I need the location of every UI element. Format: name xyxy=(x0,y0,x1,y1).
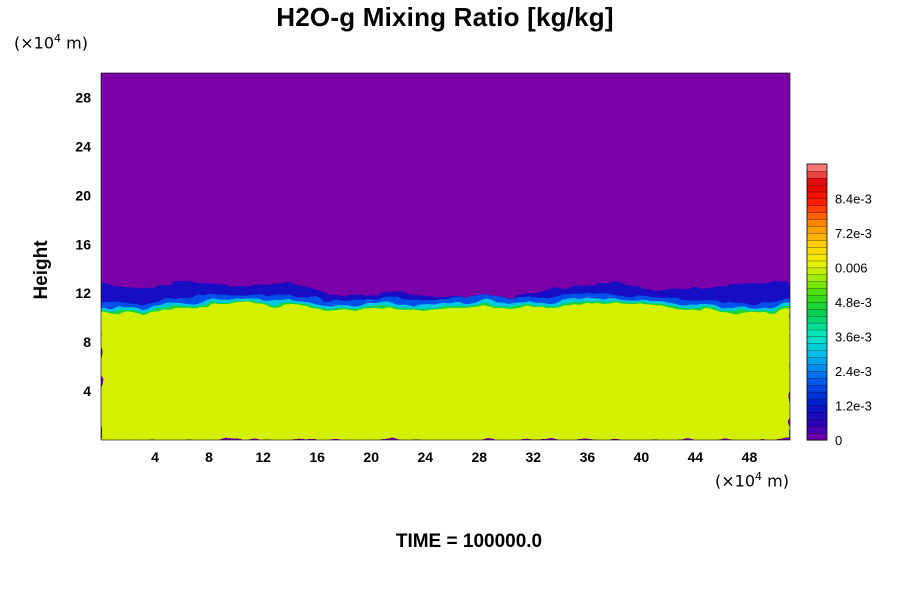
colorbar-band xyxy=(806,170,828,179)
colorbar-band xyxy=(806,260,828,269)
colorbar-band xyxy=(806,377,828,386)
x-tick-label: 44 xyxy=(688,449,704,465)
colorbar-band xyxy=(806,246,828,255)
colorbar-band xyxy=(806,370,828,379)
colorbar-band xyxy=(806,322,828,331)
x-axis-ticks: 4 8 12 16 20 24 28 32 36 40 44 48 xyxy=(151,449,757,465)
x-tick-label: 8 xyxy=(205,449,213,465)
colorbar-band xyxy=(806,294,828,303)
colorbar-tick-label: 0.006 xyxy=(835,261,868,276)
y-tick-label: 28 xyxy=(75,89,91,105)
colorbar-tick-label: 1.2e-3 xyxy=(835,399,872,414)
colorbar-band xyxy=(806,184,828,193)
x-tick-label: 32 xyxy=(526,449,542,465)
colorbar-band xyxy=(806,357,828,365)
colorbar-band xyxy=(806,219,828,227)
colorbar-band xyxy=(806,239,828,248)
colorbar-band xyxy=(806,384,828,393)
colorbar-band xyxy=(806,163,828,172)
colorbar-band xyxy=(806,405,828,413)
colorbar: 0 1.2e-3 2.4e-3 3.6e-3 4.8e-3 0.006 7.2e-3 8.4e… xyxy=(806,163,872,448)
x-tick-label: 36 xyxy=(580,449,596,465)
colorbar-tick-label: 2.4e-3 xyxy=(835,364,872,379)
colorbar-band xyxy=(806,343,828,351)
moist-lower-layer xyxy=(101,303,790,440)
colorbar-band xyxy=(806,198,828,206)
colorbar-tick-label: 3.6e-3 xyxy=(835,330,872,345)
colorbar-band xyxy=(806,398,828,407)
x-tick-label: 28 xyxy=(471,449,487,465)
x-tick-label: 16 xyxy=(309,449,325,465)
y-tick-label: 20 xyxy=(75,187,91,203)
chart-title: H2O-g Mixing Ratio [kg/kg] xyxy=(276,2,614,32)
y-tick-label: 12 xyxy=(75,285,91,301)
colorbar-band xyxy=(806,432,828,441)
colorbar-band xyxy=(806,225,828,234)
y-axis-ticks: 4 8 12 16 20 24 28 xyxy=(75,89,91,399)
x-tick-label: 48 xyxy=(742,449,758,465)
colorbar-tick-label: 4.8e-3 xyxy=(835,295,872,310)
colorbar-tick-label: 0 xyxy=(835,433,842,448)
colorbar-band xyxy=(806,274,828,282)
plot-frame xyxy=(100,72,791,441)
colorbar-band xyxy=(806,315,828,324)
colorbar-band xyxy=(806,191,828,200)
colorbar-band xyxy=(806,363,828,372)
colorbar-band xyxy=(806,336,828,344)
x-axis-unit: (×104 m) xyxy=(715,470,789,491)
colorbar-band xyxy=(806,308,828,317)
colorbar-band xyxy=(806,232,828,241)
colorbar-band xyxy=(806,350,828,358)
colorbar-frame xyxy=(806,163,828,441)
y-axis-unit: (×104 m) xyxy=(14,32,88,53)
colorbar-band xyxy=(806,301,828,310)
x-tick-label: 40 xyxy=(634,449,650,465)
colorbar-band xyxy=(806,177,828,186)
y-tick-label: 4 xyxy=(83,383,91,399)
y-tick-label: 24 xyxy=(75,138,91,154)
colorbar-band xyxy=(806,205,828,213)
colorbar-band xyxy=(806,329,828,338)
colorbar-band xyxy=(806,288,828,296)
x-tick-label: 12 xyxy=(255,449,271,465)
colorbar-tick-label: 7.2e-3 xyxy=(835,226,872,241)
y-tick-label: 8 xyxy=(83,334,91,350)
colorbar-band xyxy=(806,412,828,420)
x-tick-label: 20 xyxy=(363,449,379,465)
colorbar-band xyxy=(806,391,828,400)
colorbar-band xyxy=(806,253,828,262)
heatmap-layers xyxy=(101,281,790,440)
x-tick-label: 4 xyxy=(151,449,159,465)
colorbar-band xyxy=(806,212,828,220)
x-tick-label: 24 xyxy=(417,449,433,465)
y-tick-label: 16 xyxy=(75,236,91,252)
colorbar-band xyxy=(806,419,828,427)
colorbar-tick-label: 8.4e-3 xyxy=(835,192,872,207)
colorbar-band xyxy=(806,267,828,275)
heatmap-field xyxy=(100,72,791,441)
colorbar-band xyxy=(806,426,828,434)
time-label: TIME = 100000.0 xyxy=(395,531,543,552)
colorbar-band xyxy=(806,281,828,289)
